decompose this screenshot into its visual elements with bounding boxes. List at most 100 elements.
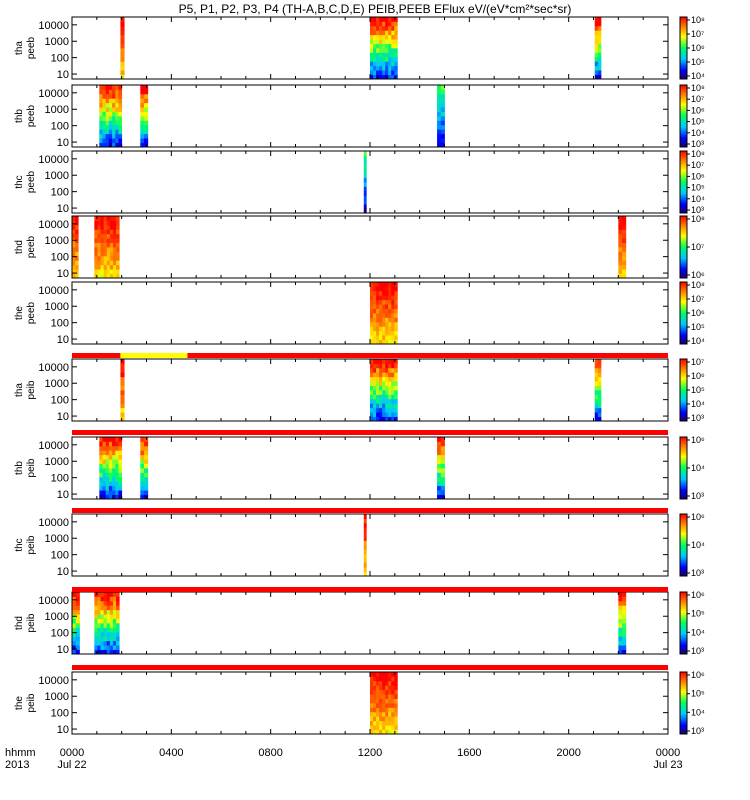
spectrogram-cell — [373, 716, 377, 722]
spectrogram-cell — [100, 596, 105, 602]
spectrogram-cell — [140, 111, 145, 117]
spectrogram-cell — [382, 295, 386, 301]
spectrogram-cell — [385, 720, 389, 726]
colorbar-tick-label: 10⁵ — [691, 183, 705, 193]
spectrogram-cell — [379, 381, 383, 386]
colorbar-tick-label: 10⁶ — [691, 435, 705, 445]
spectrogram-cell — [394, 34, 398, 40]
spectrogram-cell — [622, 264, 627, 270]
spectrogram-cell — [391, 304, 395, 309]
y-tick-label: 100 — [51, 121, 69, 133]
y-tick-label: 1000 — [45, 611, 69, 623]
spectrogram-cell — [144, 481, 149, 487]
spectrogram-cell — [100, 636, 105, 642]
spectrogram-cell — [99, 142, 103, 148]
spectrogram-cell — [116, 592, 120, 597]
spectrogram-cell — [370, 689, 374, 695]
spectrogram-cell — [594, 70, 599, 75]
spectrogram-cell — [388, 372, 392, 378]
spectrogram-cell — [140, 485, 145, 491]
spectrogram-cell — [102, 93, 107, 99]
spectrogram-cell — [437, 98, 442, 104]
spectrogram-cell — [382, 403, 386, 409]
y-tick-label: 10 — [57, 203, 69, 215]
spectrogram-cell — [112, 260, 117, 266]
spectrogram-cell — [597, 398, 602, 404]
spectrogram-cell — [102, 133, 107, 139]
spectrogram-cell — [388, 367, 392, 373]
spectrogram-cell — [440, 485, 445, 491]
spectrogram-cell — [597, 74, 602, 80]
spectrogram-cell — [388, 707, 392, 713]
spectrogram-cell — [382, 17, 386, 22]
spectrogram-cell — [94, 251, 98, 257]
spectrogram-cell — [118, 454, 123, 460]
colorbar-tick-label: 10³ — [691, 491, 704, 501]
spectrogram-cell — [144, 476, 149, 482]
spectrogram-cell — [373, 416, 377, 422]
spectrogram-cell — [391, 685, 395, 691]
spectrogram-cell — [394, 398, 398, 404]
spectrogram-cell — [99, 437, 103, 442]
spectrogram-cell — [144, 459, 149, 464]
spectrogram-cell — [363, 168, 367, 174]
spectrogram-cell — [597, 376, 602, 382]
spectrogram-cell — [382, 689, 386, 695]
spectrogram-cell — [382, 716, 386, 722]
spectrogram-cell — [112, 468, 116, 473]
spectrogram-cell — [385, 367, 389, 373]
spectrogram-cell — [72, 229, 76, 235]
spectrogram-cell — [94, 216, 98, 221]
spectrogram-cell — [618, 631, 623, 637]
spectrogram-cell — [370, 30, 374, 36]
spectrogram-cell — [108, 490, 113, 495]
spectrogram-cell — [94, 627, 98, 633]
y-tick-label: 1000 — [45, 301, 69, 313]
spectrogram-cell — [618, 636, 623, 642]
spectrogram-cell — [109, 220, 114, 226]
spectrogram-cell — [379, 394, 383, 400]
y-tick-label: 1000 — [45, 378, 69, 390]
spectrogram-cell — [363, 518, 367, 524]
y-tick-label: 10000 — [38, 20, 69, 32]
spectrogram-cell — [622, 605, 627, 611]
spectrogram-cell — [385, 339, 389, 345]
spectrogram-cell — [370, 65, 374, 71]
spectrogram-cell — [109, 269, 114, 274]
spectrogram-cell — [385, 326, 389, 332]
spectrogram-cell — [388, 672, 392, 677]
spectrogram-cell — [94, 618, 98, 624]
spectrogram-cell — [373, 412, 377, 417]
spectrogram-cell — [594, 25, 599, 31]
spectrogram-cell — [115, 441, 119, 447]
spectrogram-cell — [370, 407, 374, 413]
spectrogram-cell — [94, 229, 98, 235]
spectrogram-cell — [370, 52, 374, 58]
spectrogram-cell — [373, 720, 377, 726]
spectrogram-cell — [108, 138, 113, 143]
spectrogram-cell — [105, 472, 110, 478]
spectrogram-cell — [103, 251, 108, 257]
y-tick-label: 1000 — [45, 104, 69, 116]
spectrogram-cell — [94, 273, 98, 279]
spectrogram-cell — [103, 233, 108, 239]
spectrogram-cell — [106, 618, 111, 624]
spectrogram-cell — [622, 242, 627, 248]
spectrogram-cell — [388, 676, 392, 682]
spectrogram-cell — [394, 716, 398, 722]
spectrogram-cell — [94, 649, 98, 655]
spectrogram-cell — [112, 238, 117, 243]
panel-frame — [71, 84, 669, 148]
spectrogram-cell — [440, 472, 445, 478]
spectrogram-cell — [363, 159, 367, 165]
spectrogram-cell — [120, 39, 125, 44]
y-tick-label: 10 — [57, 334, 69, 346]
spectrogram-cell — [115, 445, 119, 451]
spectrogram-cell — [120, 17, 125, 22]
spectrogram-cell — [100, 242, 105, 248]
spectrogram-cell — [597, 403, 602, 409]
spectrogram-cell — [94, 233, 98, 239]
spectrogram-cell — [94, 631, 98, 637]
spectrogram-cell — [99, 85, 103, 90]
spectrogram-cell — [622, 645, 627, 650]
